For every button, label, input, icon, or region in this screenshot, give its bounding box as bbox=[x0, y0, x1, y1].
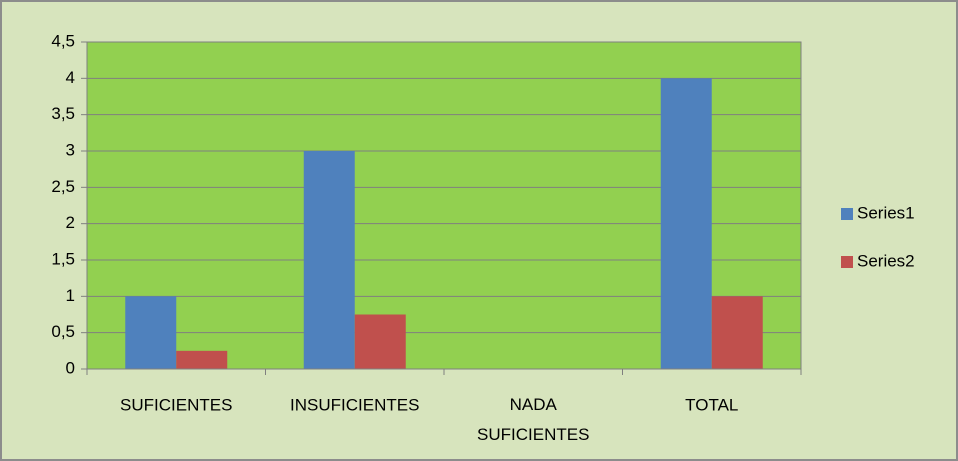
legend-swatch bbox=[841, 256, 853, 268]
bar bbox=[354, 314, 406, 369]
bar bbox=[125, 296, 177, 369]
y-tick-label: 2 bbox=[66, 213, 75, 232]
y-tick-label: 4,5 bbox=[51, 31, 75, 50]
legend-label: Series2 bbox=[857, 251, 915, 270]
y-tick-label: 4 bbox=[66, 68, 75, 87]
legend-label: Series1 bbox=[857, 203, 915, 222]
legend-swatch bbox=[841, 208, 853, 220]
x-tick-label: TOTAL bbox=[685, 395, 738, 414]
y-tick-label: 1,5 bbox=[51, 249, 75, 268]
y-tick-label: 0 bbox=[66, 358, 75, 377]
y-tick-label: 2,5 bbox=[51, 177, 75, 196]
y-tick-label: 3,5 bbox=[51, 104, 75, 123]
bar bbox=[303, 151, 355, 369]
bar bbox=[711, 296, 763, 369]
y-tick-label: 3 bbox=[66, 140, 75, 159]
x-tick-label: NADA SUFICIENTES bbox=[477, 395, 589, 444]
y-tick-label: 1 bbox=[66, 286, 75, 305]
bar bbox=[660, 78, 712, 369]
bar bbox=[176, 350, 228, 369]
y-tick-label: 0,5 bbox=[51, 322, 75, 341]
x-tick-label: SUFICIENTES bbox=[120, 395, 232, 414]
x-tick-label: INSUFICIENTES bbox=[290, 395, 419, 414]
